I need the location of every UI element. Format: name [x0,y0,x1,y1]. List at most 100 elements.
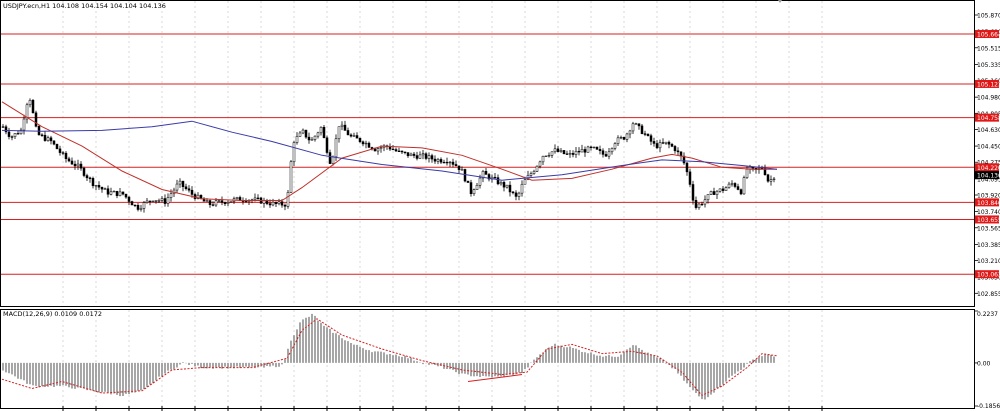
candle-bear [484,171,488,175]
candle-bear [304,129,308,138]
candle-bear [493,176,497,179]
candle-bear [466,180,470,183]
current-price-tag [975,171,999,180]
y-tick-label: 103.210 [977,258,1000,265]
candle-bear [694,200,698,208]
candle-bear [688,171,692,185]
moving-averages [1,101,778,201]
candle-bear [496,177,500,185]
candle-bull [301,129,305,134]
candle-bear [190,189,194,195]
candle-bull [139,208,143,210]
candle-bear [511,191,515,194]
price-level-tag [975,30,999,39]
candle-bear [682,155,686,164]
candle-bear [670,144,674,147]
candle-bear [58,148,62,153]
candle-bear [637,123,641,127]
candle-bear [487,174,491,180]
candle-bear [121,191,125,195]
candle-bear [655,143,659,149]
candle-bear [73,163,77,167]
candle-bear [736,186,740,190]
candle-bull [499,182,503,185]
support-resistance-levels [0,33,975,275]
candle-bull [625,133,629,140]
candle-bear [55,143,59,150]
candle-bear [406,152,410,157]
current-price-label: 104.136 [977,173,1000,180]
candle-bear [349,134,353,137]
candle-bear [640,125,644,134]
candle-bull [532,171,536,174]
candle-bull [505,184,509,188]
candle-bear [367,142,371,148]
candle-bear [691,184,695,201]
candle-bull [169,193,173,198]
candle-bear [763,168,767,175]
candle-bull [118,191,122,196]
candle-bear [439,159,443,163]
macd-divergence-line [467,374,523,382]
candle-bear [67,158,71,162]
candle-bull [94,185,98,187]
candle-bull [76,163,80,167]
candle-bull [535,165,539,172]
candle-bear [283,204,287,207]
candle-bear [556,148,560,152]
candle-bear [394,149,398,152]
candle-bear [652,141,656,144]
candle-bear [307,136,311,141]
candle-bull [607,151,611,157]
chart-title: USDJPY.ecn,H1 104.108 104.154 104.104 10… [3,2,166,10]
y-tick-label: 104.275 [977,160,1000,167]
candle-bull [460,169,464,171]
candle-bear [595,146,599,150]
candle-bull [550,151,554,156]
macd-indicator [1,313,779,400]
candle-bull [157,200,161,202]
candle-bull [541,155,545,163]
candle-bull [154,200,158,202]
candle-bear [391,148,395,151]
macd-y-tick-label: -0.1856 [977,403,1000,410]
candle-bull [631,123,635,132]
candle-bull [313,135,317,140]
price-level-label: 105.664 [977,32,1000,39]
time-axis-ticks [62,406,823,411]
candle-bull [271,201,275,206]
candle-bear [136,205,140,210]
candle-bear [322,126,326,139]
candle-bull [151,200,155,203]
candle-bull [586,146,590,153]
candle-bear [223,202,227,205]
candle-bear [4,126,8,133]
candle-bear [646,133,650,136]
candle-bull [616,137,620,144]
candle-bear [43,134,47,141]
macd-y-tick-label: 0.2237 [977,311,998,318]
candle-bull [103,188,107,190]
candle-bull [538,161,542,167]
candle-bull [340,124,344,127]
candle-bear [469,182,473,194]
candle-bull [769,179,773,182]
candle-bull [295,136,299,143]
candle-bull [709,191,713,195]
candle-bear [514,192,518,197]
candle-bull [214,200,218,206]
candle-bear [7,131,11,137]
y-tick-label: 105.870 [977,13,1000,20]
candle-bear [79,163,83,169]
candle-bull [523,179,527,185]
macd-title: MACD(12,26,9) 0.0109 0.0172 [3,310,102,318]
price-level-tag [975,79,999,88]
price-axis: 105.870105.690105.515105.335105.160104.9… [974,13,1000,298]
candle-bear [424,153,428,159]
candle-bull [715,191,719,195]
candle-bear [589,146,593,148]
candle-bear [31,100,35,114]
price-level-tag [975,113,999,122]
candle-bear [100,186,104,190]
